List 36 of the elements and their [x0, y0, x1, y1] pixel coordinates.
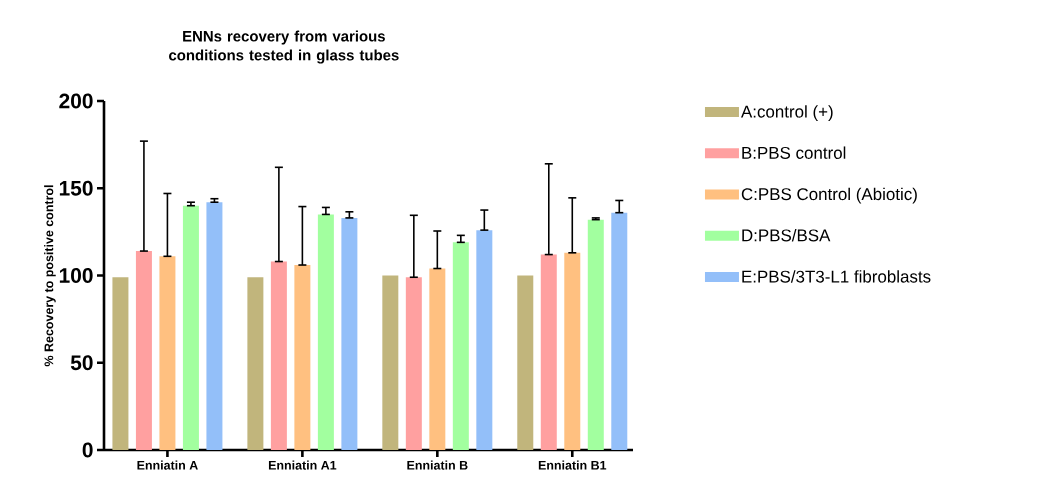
bar — [382, 275, 399, 450]
legend-label: C:PBS Control (Abiotic) — [741, 187, 917, 204]
bar — [517, 275, 534, 450]
legend-label: B:PBS control — [742, 146, 846, 159]
bar — [452, 242, 469, 450]
bar — [476, 230, 493, 450]
bar — [135, 251, 152, 450]
bar — [564, 252, 581, 450]
bar — [317, 214, 334, 450]
bar — [206, 202, 223, 450]
bar — [611, 212, 628, 450]
chart-title: ENNs recovery from various conditions tested in glass tubes — [169, 30, 399, 64]
bar — [270, 261, 287, 450]
y-tick-label: 150 — [59, 180, 93, 196]
bar — [587, 219, 604, 450]
y-tick-label: 50 — [70, 355, 93, 371]
bar — [294, 265, 311, 450]
bar — [341, 217, 358, 450]
y-tick-label: 100 — [59, 268, 93, 283]
legend-label: D:PBS/BSA — [742, 228, 831, 242]
legend-label: E:PBS/3T3-L1 fibroblasts — [742, 270, 931, 283]
x-tick-label: Enniatin A1 — [268, 460, 337, 470]
bar — [112, 277, 129, 450]
bar — [540, 254, 557, 450]
bar — [429, 268, 446, 450]
y-tick-label: 200 — [59, 93, 93, 109]
y-axis-title: % Recovery to positive control — [44, 185, 56, 367]
x-tick-label: Enniatin A — [137, 460, 198, 470]
x-tick-label: Enniatin B — [407, 460, 468, 470]
bar — [247, 277, 264, 450]
bar — [405, 277, 422, 450]
x-tick-label: Enniatin B1 — [538, 460, 607, 470]
bar — [182, 205, 199, 450]
y-tick-label: 0 — [82, 442, 93, 458]
legend-label: A:control (+) — [740, 105, 833, 121]
bar — [159, 256, 176, 450]
